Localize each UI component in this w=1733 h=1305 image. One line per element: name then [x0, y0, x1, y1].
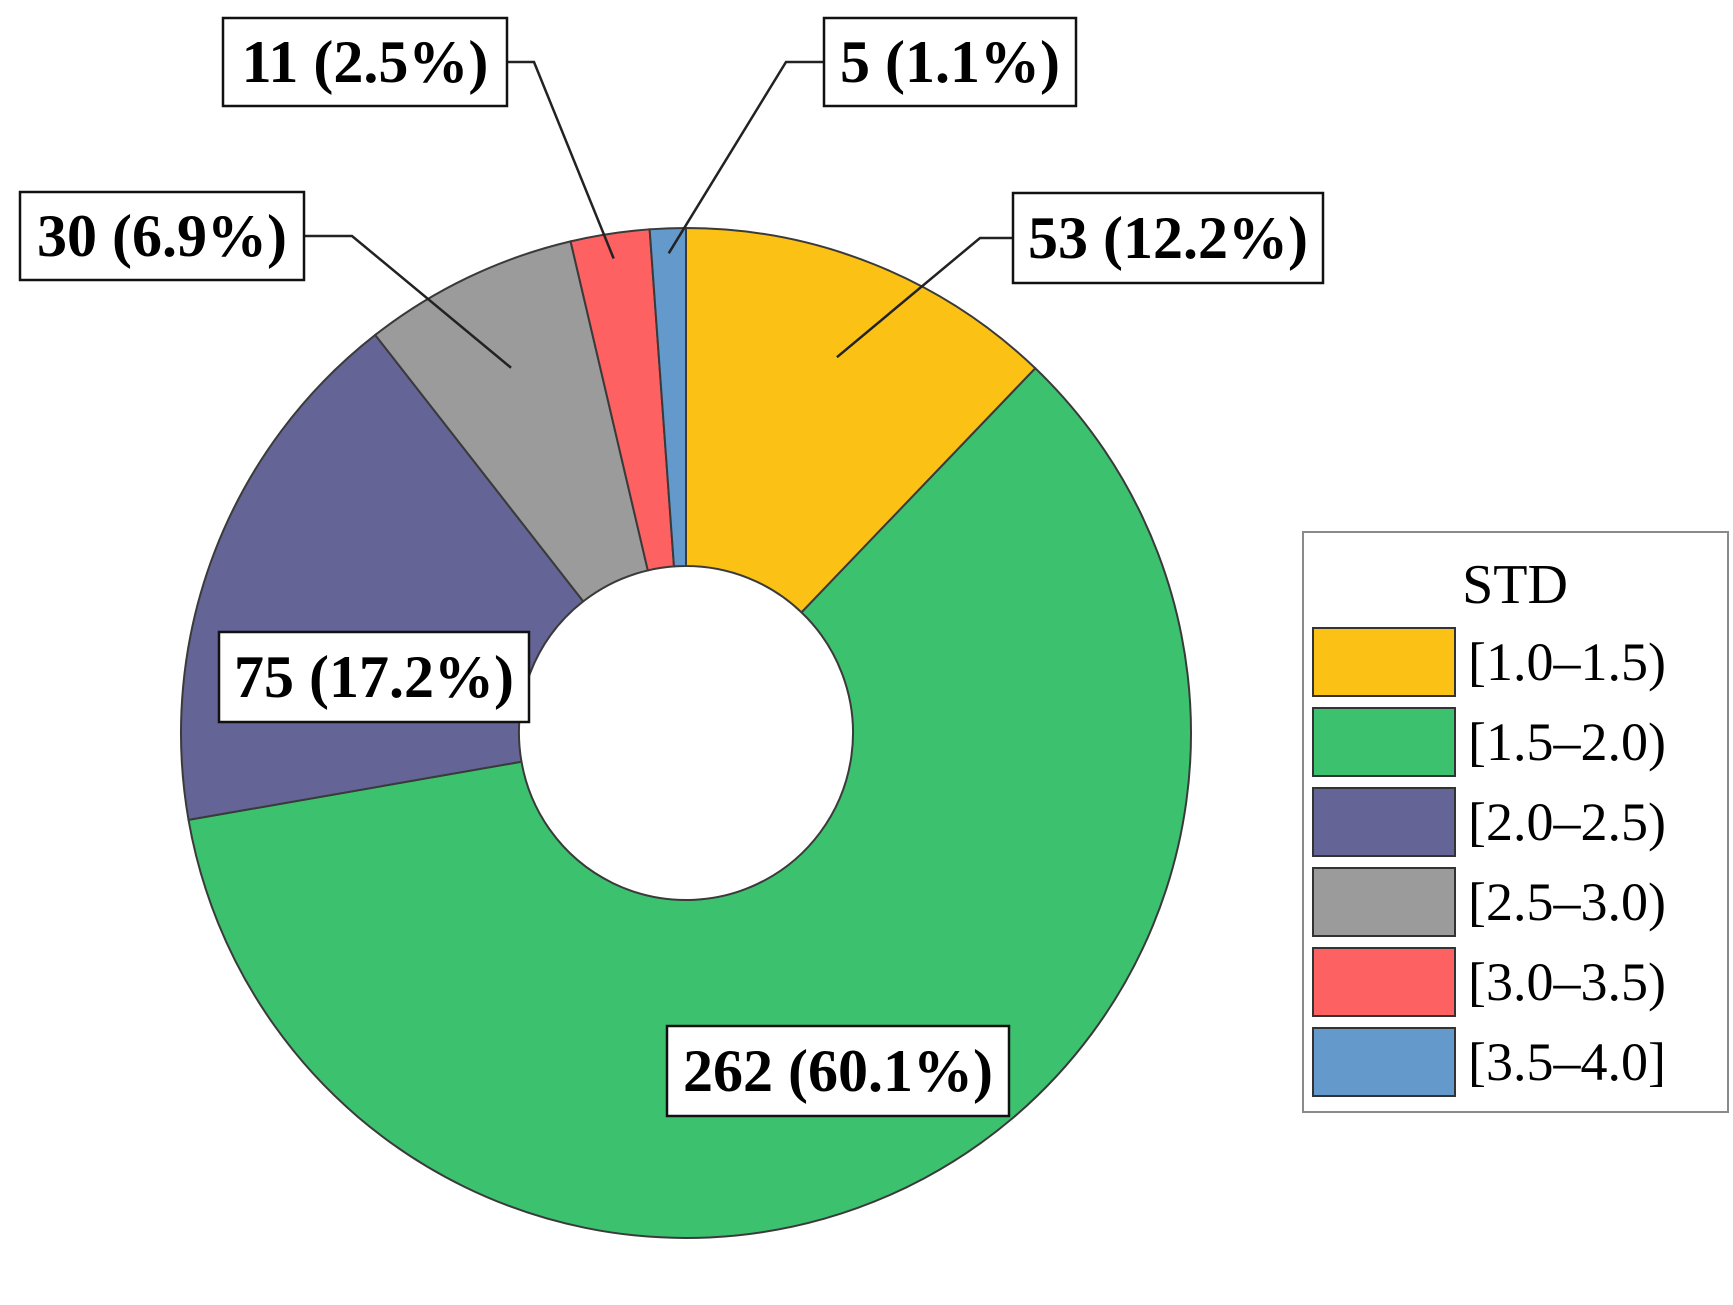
data-label: 11 (2.5%)	[242, 29, 489, 95]
donut-slice	[648, 226, 687, 568]
leader-line	[667, 60, 824, 254]
legend-title: STD	[1462, 554, 1568, 616]
data-label-box	[217, 630, 531, 724]
legend-swatch	[1312, 867, 1456, 937]
legend-swatch	[1312, 1027, 1456, 1097]
legend-swatch	[1312, 707, 1456, 777]
data-label-box	[18, 190, 306, 282]
legend-label: [1.0–1.5)	[1468, 632, 1666, 692]
donut-slice	[373, 240, 650, 603]
legend-label: [2.5–3.0)	[1468, 872, 1666, 932]
leader-line	[304, 234, 512, 369]
legend-label: [3.0–3.5)	[1468, 952, 1666, 1012]
legend-label: [1.5–2.0)	[1468, 712, 1666, 772]
data-label: 75 (17.2%)	[234, 644, 514, 710]
donut-slice	[685, 226, 1037, 614]
data-label-box	[221, 16, 509, 108]
data-label-box	[665, 1024, 1011, 1118]
leader-line	[507, 60, 615, 259]
donut-slice	[187, 366, 1192, 1239]
data-label-box	[1011, 191, 1325, 285]
legend-label: [2.0–2.5)	[1468, 792, 1666, 852]
legend-swatch	[1312, 627, 1456, 697]
data-label: 5 (1.1%)	[840, 29, 1060, 95]
leader-line	[836, 236, 1013, 359]
data-label-box	[822, 16, 1078, 108]
data-label: 30 (6.9%)	[37, 203, 287, 269]
legend: STD [1.0–1.5) [1.5–2.0) [2.0–2.5) [2.5–3.0)…	[1302, 531, 1729, 1113]
legend-swatch	[1312, 947, 1456, 1017]
legend-label: [3.5–4.0]	[1468, 1032, 1666, 1092]
data-label: 53 (12.2%)	[1028, 205, 1308, 271]
legend-swatch	[1312, 787, 1456, 857]
data-label: 262 (60.1%)	[683, 1038, 993, 1104]
